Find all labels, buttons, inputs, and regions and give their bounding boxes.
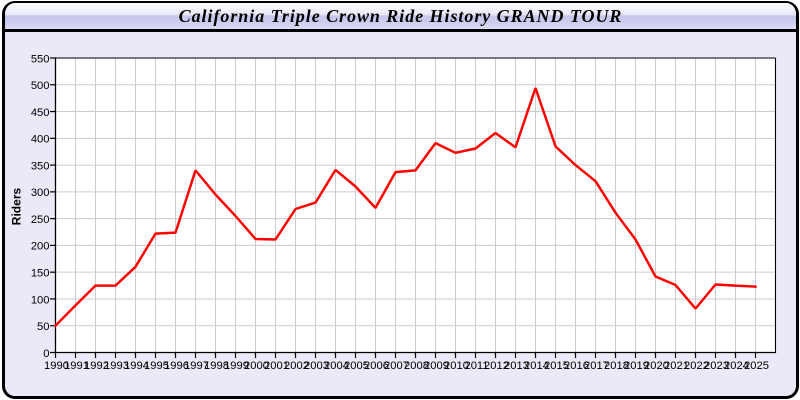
svg-text:1998: 1998: [204, 360, 229, 372]
svg-text:1999: 1999: [224, 360, 249, 372]
svg-text:550: 550: [31, 53, 50, 65]
svg-text:2021: 2021: [664, 360, 689, 372]
svg-text:1996: 1996: [164, 360, 189, 372]
svg-text:2014: 2014: [524, 360, 549, 372]
svg-text:Riders: Riders: [10, 188, 24, 226]
svg-text:2018: 2018: [604, 360, 629, 372]
svg-text:2001: 2001: [264, 360, 289, 372]
svg-text:2023: 2023: [704, 360, 729, 372]
svg-text:2004: 2004: [324, 360, 349, 372]
svg-text:450: 450: [31, 107, 50, 119]
svg-text:0: 0: [43, 348, 49, 360]
svg-text:2020: 2020: [644, 360, 669, 372]
svg-text:350: 350: [31, 160, 50, 172]
svg-text:2011: 2011: [464, 360, 488, 372]
svg-text:150: 150: [31, 267, 50, 279]
svg-text:2022: 2022: [684, 360, 709, 372]
svg-text:2003: 2003: [304, 360, 329, 372]
svg-text:2012: 2012: [484, 360, 509, 372]
svg-text:1997: 1997: [184, 360, 209, 372]
svg-text:1993: 1993: [104, 360, 129, 372]
svg-text:500: 500: [31, 80, 50, 92]
svg-text:1991: 1991: [64, 360, 89, 372]
svg-text:2007: 2007: [384, 360, 409, 372]
svg-text:400: 400: [31, 134, 50, 146]
svg-text:2025: 2025: [744, 360, 769, 372]
svg-text:1992: 1992: [84, 360, 109, 372]
svg-text:2016: 2016: [564, 360, 589, 372]
svg-text:2000: 2000: [244, 360, 269, 372]
svg-text:2019: 2019: [624, 360, 649, 372]
svg-text:2008: 2008: [404, 360, 429, 372]
svg-text:2013: 2013: [504, 360, 529, 372]
svg-text:2015: 2015: [544, 360, 569, 372]
svg-text:2009: 2009: [424, 360, 449, 372]
svg-text:1990: 1990: [44, 360, 69, 372]
svg-text:2005: 2005: [344, 360, 369, 372]
svg-text:1995: 1995: [144, 360, 169, 372]
svg-text:2006: 2006: [364, 360, 389, 372]
svg-text:100: 100: [31, 294, 50, 306]
svg-text:2002: 2002: [284, 360, 309, 372]
svg-text:2010: 2010: [444, 360, 469, 372]
svg-text:300: 300: [31, 187, 50, 199]
svg-text:2017: 2017: [584, 360, 609, 372]
svg-text:250: 250: [31, 214, 50, 226]
svg-text:50: 50: [37, 321, 49, 333]
svg-text:1994: 1994: [124, 360, 149, 372]
svg-text:2024: 2024: [724, 360, 749, 372]
svg-text:200: 200: [31, 241, 50, 253]
